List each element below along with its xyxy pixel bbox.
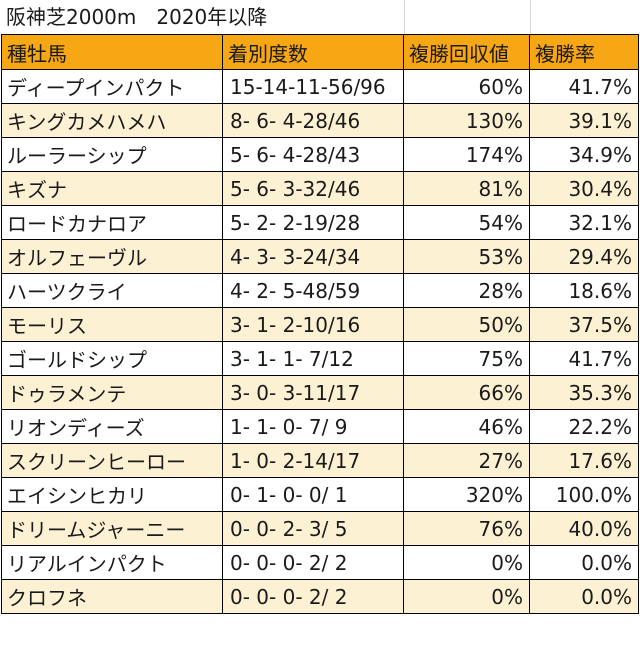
cell-return-rate: 60% — [403, 69, 530, 104]
table-row: ドリームジャーニー 0- 0- 2- 3/ 5 76% 40.0% — [1, 511, 639, 546]
cell-record: 3- 1- 2-10/16 — [222, 307, 404, 342]
cell-sire: ルーラーシップ — [1, 137, 223, 172]
cell-return-rate: 0% — [403, 579, 530, 614]
cell-win-rate: 30.4% — [529, 171, 639, 206]
cell-record: 1- 0- 2-14/17 — [222, 443, 404, 478]
cell-win-rate: 0.0% — [529, 579, 639, 614]
table-row: ハーツクライ 4- 2- 5-48/59 28% 18.6% — [1, 273, 639, 308]
title-grid-line — [530, 0, 531, 34]
cell-return-rate: 27% — [403, 443, 530, 478]
cell-sire: ロードカナロア — [1, 205, 223, 240]
cell-sire: リアルインパクト — [1, 545, 223, 580]
cell-win-rate: 29.4% — [529, 239, 639, 274]
header-return-rate: 複勝回収値 — [403, 34, 530, 70]
cell-win-rate: 35.3% — [529, 375, 639, 410]
cell-record: 0- 0- 2- 3/ 5 — [222, 511, 404, 546]
cell-sire: ゴールドシップ — [1, 341, 223, 376]
cell-return-rate: 81% — [403, 171, 530, 206]
table-row: ルーラーシップ 5- 6- 4-28/43 174% 34.9% — [1, 137, 639, 172]
cell-win-rate: 100.0% — [529, 477, 639, 512]
cell-record: 4- 2- 5-48/59 — [222, 273, 404, 308]
cell-win-rate: 39.1% — [529, 103, 639, 138]
table-row: ディープインパクト 15-14-11-56/96 60% 41.7% — [1, 69, 639, 104]
cell-sire: ドゥラメンテ — [1, 375, 223, 410]
table-row: ドゥラメンテ 3- 0- 3-11/17 66% 35.3% — [1, 375, 639, 410]
cell-return-rate: 46% — [403, 409, 530, 444]
cell-sire: キズナ — [1, 171, 223, 206]
cell-sire: ハーツクライ — [1, 273, 223, 308]
header-row: 種牡馬 着別度数 複勝回収値 複勝率 — [1, 34, 639, 70]
cell-record: 1- 1- 0- 7/ 9 — [222, 409, 404, 444]
cell-win-rate: 22.2% — [529, 409, 639, 444]
table-row: キズナ 5- 6- 3-32/46 81% 30.4% — [1, 171, 639, 206]
cell-record: 5- 6- 3-32/46 — [222, 171, 404, 206]
cell-win-rate: 32.1% — [529, 205, 639, 240]
title-row: 阪神芝2000m 2020年以降 — [0, 0, 640, 34]
cell-sire: キングカメハメハ — [1, 103, 223, 138]
cell-return-rate: 130% — [403, 103, 530, 138]
cell-record: 15-14-11-56/96 — [222, 69, 404, 104]
cell-return-rate: 53% — [403, 239, 530, 274]
cell-win-rate: 34.9% — [529, 137, 639, 172]
table-row: モーリス 3- 1- 2-10/16 50% 37.5% — [1, 307, 639, 342]
page-title: 阪神芝2000m 2020年以降 — [6, 5, 268, 29]
cell-return-rate: 28% — [403, 273, 530, 308]
cell-return-rate: 75% — [403, 341, 530, 376]
table-row: オルフェーヴル 4- 3- 3-24/34 53% 29.4% — [1, 239, 639, 274]
cell-return-rate: 66% — [403, 375, 530, 410]
cell-sire: リオンディーズ — [1, 409, 223, 444]
cell-record: 8- 6- 4-28/46 — [222, 103, 404, 138]
cell-win-rate: 40.0% — [529, 511, 639, 546]
cell-record: 0- 0- 0- 2/ 2 — [222, 579, 404, 614]
cell-return-rate: 54% — [403, 205, 530, 240]
cell-record: 0- 1- 0- 0/ 1 — [222, 477, 404, 512]
cell-sire: モーリス — [1, 307, 223, 342]
cell-record: 5- 6- 4-28/43 — [222, 137, 404, 172]
header-sire: 種牡馬 — [1, 34, 223, 70]
cell-record: 4- 3- 3-24/34 — [222, 239, 404, 274]
table-row: リオンディーズ 1- 1- 0- 7/ 9 46% 22.2% — [1, 409, 639, 444]
header-win-rate: 複勝率 — [529, 34, 639, 70]
cell-record: 3- 1- 1- 7/12 — [222, 341, 404, 376]
cell-return-rate: 320% — [403, 477, 530, 512]
cell-win-rate: 17.6% — [529, 443, 639, 478]
table-row: ゴールドシップ 3- 1- 1- 7/12 75% 41.7% — [1, 341, 639, 376]
cell-record: 0- 0- 0- 2/ 2 — [222, 545, 404, 580]
table-row: クロフネ 0- 0- 0- 2/ 2 0% 0.0% — [1, 579, 639, 614]
cell-return-rate: 0% — [403, 545, 530, 580]
cell-sire: ドリームジャーニー — [1, 511, 223, 546]
table-body: ディープインパクト 15-14-11-56/96 60% 41.7% キングカメ… — [1, 69, 639, 614]
sire-stats-table: 種牡馬 着別度数 複勝回収値 複勝率 ディープインパクト 15-14-11-56… — [1, 34, 639, 614]
cell-win-rate: 41.7% — [529, 69, 639, 104]
cell-sire: クロフネ — [1, 579, 223, 614]
table-row: ロードカナロア 5- 2- 2-19/28 54% 32.1% — [1, 205, 639, 240]
cell-return-rate: 76% — [403, 511, 530, 546]
cell-record: 3- 0- 3-11/17 — [222, 375, 404, 410]
cell-return-rate: 174% — [403, 137, 530, 172]
cell-sire: スクリーンヒーロー — [1, 443, 223, 478]
cell-win-rate: 18.6% — [529, 273, 639, 308]
table-row: エイシンヒカリ 0- 1- 0- 0/ 1 320% 100.0% — [1, 477, 639, 512]
cell-sire: ディープインパクト — [1, 69, 223, 104]
cell-win-rate: 37.5% — [529, 307, 639, 342]
header-record: 着別度数 — [222, 34, 404, 70]
cell-return-rate: 50% — [403, 307, 530, 342]
table-row: リアルインパクト 0- 0- 0- 2/ 2 0% 0.0% — [1, 545, 639, 580]
cell-win-rate: 41.7% — [529, 341, 639, 376]
table-row: キングカメハメハ 8- 6- 4-28/46 130% 39.1% — [1, 103, 639, 138]
title-grid-line — [404, 0, 405, 34]
cell-record: 5- 2- 2-19/28 — [222, 205, 404, 240]
cell-sire: オルフェーヴル — [1, 239, 223, 274]
cell-win-rate: 0.0% — [529, 545, 639, 580]
cell-sire: エイシンヒカリ — [1, 477, 223, 512]
table-row: スクリーンヒーロー 1- 0- 2-14/17 27% 17.6% — [1, 443, 639, 478]
